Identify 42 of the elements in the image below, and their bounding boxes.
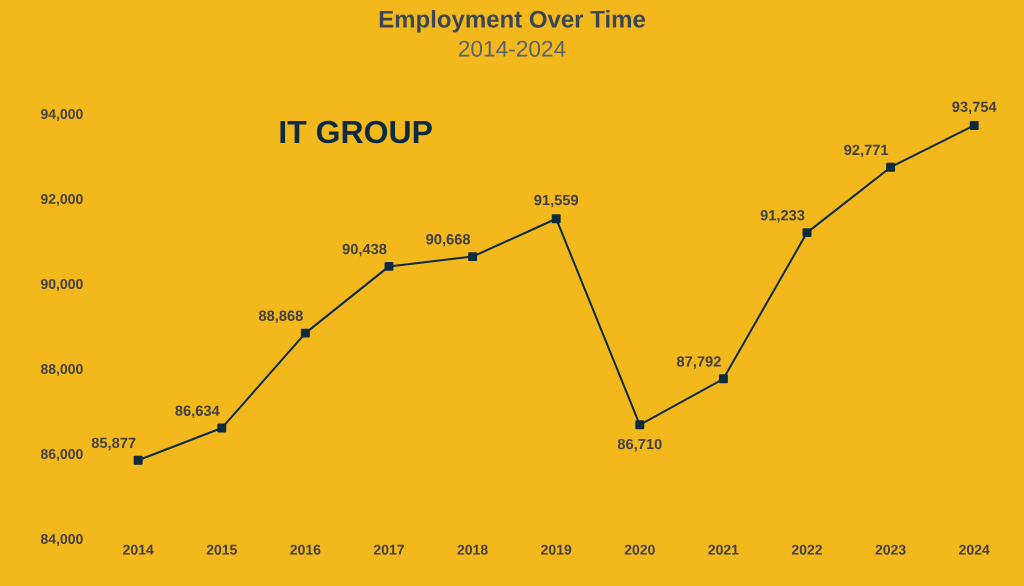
text: 90,668: [426, 234, 471, 247]
x-tick-label: 2016: [290, 544, 321, 555]
text: 87,792: [676, 356, 721, 369]
point: [886, 162, 896, 172]
annotation: IT GROUP: [280, 120, 432, 144]
x-tick-label: 2023: [875, 544, 906, 555]
point: [969, 120, 979, 130]
point: [300, 328, 310, 338]
x-tick-label: 2020: [624, 544, 655, 555]
x-tick-label: 2022: [791, 544, 822, 555]
x-tick-label: 2014: [123, 544, 154, 555]
point: [635, 420, 645, 430]
text: 86,710: [617, 438, 662, 452]
point: [217, 423, 227, 433]
point: [802, 228, 812, 238]
chart-title: Employment Over Time: [379, 10, 646, 33]
point: [551, 214, 561, 224]
text: 88,868: [258, 310, 303, 324]
text: 93,754: [952, 101, 997, 115]
y-tick-label: 86,000: [40, 449, 83, 461]
x-tick-label: 2015: [206, 544, 237, 555]
y-tick-label: 88,000: [40, 364, 83, 376]
text: 85,877: [91, 437, 136, 451]
y-tick-label: 94,000: [40, 109, 83, 121]
x-tick-label: 2017: [373, 544, 404, 555]
y-tick-label: 90,000: [40, 279, 83, 291]
point: [384, 261, 394, 271]
point: [718, 374, 728, 384]
x-tick-label: 2019: [541, 544, 572, 555]
y-tick-label: 92,000: [40, 194, 83, 206]
text: 91,233: [760, 210, 805, 223]
point: [133, 455, 143, 465]
x-tick-label: 2021: [708, 544, 739, 555]
y-tick-label: 84,000: [40, 534, 83, 546]
x-tick-label: 2024: [959, 544, 990, 555]
text: 86,634: [175, 405, 220, 419]
text: 92,771: [844, 144, 889, 158]
x-tick-label: 2018: [457, 544, 488, 555]
text: 91,559: [534, 194, 579, 208]
text: 90,438: [342, 243, 387, 257]
point: [468, 252, 478, 262]
chart-subtitle: 2014-2024: [458, 40, 566, 57]
